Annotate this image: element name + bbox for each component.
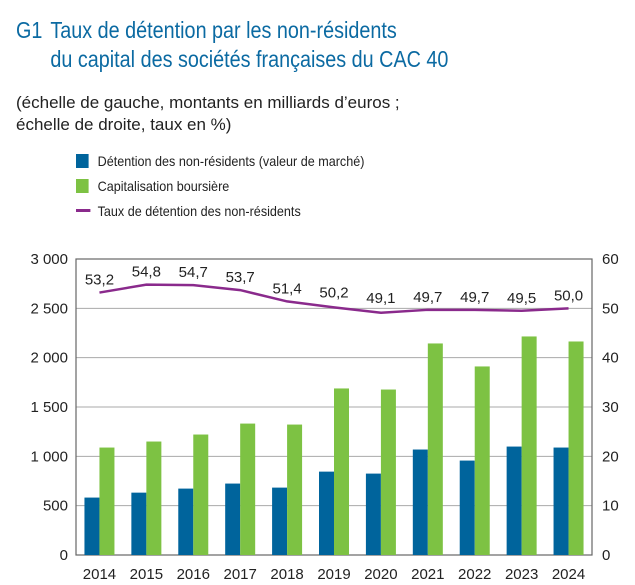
x-tick-label: 2021 — [411, 566, 444, 583]
bar-capitalisation — [240, 423, 256, 555]
bar-capitalisation — [427, 343, 443, 555]
bar-detention — [84, 497, 100, 555]
line-data-label: 50,0 — [554, 287, 583, 304]
x-tick-label: 2018 — [270, 566, 303, 583]
y-left-tick-label: 3 000 — [30, 251, 68, 268]
line-data-label: 49,1 — [366, 290, 395, 307]
line-data-label: 49,7 — [413, 289, 442, 306]
bar-capitalisation — [380, 389, 396, 555]
bar-capitalisation — [334, 388, 349, 555]
bar-detention — [506, 446, 522, 555]
chart-title: G1 Taux de détention par les non-résident… — [16, 16, 448, 74]
y-left-tick-label: 1 000 — [30, 448, 68, 465]
legend-item-green: Capitalisation boursière — [76, 173, 364, 198]
legend-swatch — [76, 209, 91, 212]
bar-detention — [412, 449, 428, 555]
x-tick-label: 2024 — [552, 566, 585, 583]
y-left-tick-label: 1 500 — [30, 399, 68, 416]
bar-capitalisation — [287, 424, 303, 555]
line-data-label: 53,2 — [85, 272, 114, 289]
legend-item-line: Taux de détention des non-résidents — [76, 198, 364, 223]
line-data-label: 50,2 — [319, 284, 348, 301]
legend-label: Capitalisation boursière — [97, 177, 230, 194]
line-data-label: 49,5 — [507, 290, 536, 307]
x-tick-label: 2016 — [177, 566, 210, 583]
legend-swatch — [76, 153, 89, 168]
y-right-tick-label: 40 — [602, 350, 619, 367]
x-tick-label: 2014 — [83, 566, 116, 583]
x-tick-label: 2022 — [458, 566, 491, 583]
bar-detention — [553, 447, 569, 555]
bar-capitalisation — [99, 447, 115, 555]
bar-detention — [319, 471, 334, 555]
x-tick-label: 2020 — [364, 566, 397, 583]
line-data-label: 49,7 — [460, 289, 489, 306]
y-right-tick-label: 30 — [602, 399, 619, 416]
bar-detention — [459, 460, 475, 555]
bar-detention — [178, 488, 194, 555]
x-tick-label: 2023 — [505, 566, 538, 583]
x-tick-label: 2019 — [317, 566, 350, 583]
legend-swatch — [76, 178, 89, 193]
y-left-tick-label: 2 500 — [30, 300, 68, 317]
y-right-tick-label: 10 — [602, 498, 619, 515]
bar-detention — [365, 473, 381, 555]
x-tick-label: 2017 — [223, 566, 256, 583]
subtitle-line1: (échelle de gauche, montants en milliard… — [16, 93, 400, 112]
bar-detention — [131, 492, 147, 555]
bar-detention — [272, 487, 288, 555]
legend-label: Taux de détention des non-résidents — [97, 202, 301, 219]
y-left-tick-label: 2 000 — [30, 350, 68, 367]
line-data-label: 51,4 — [272, 280, 301, 297]
y-right-tick-label: 60 — [602, 251, 619, 268]
bar-capitalisation — [474, 366, 490, 555]
line-data-label: 53,7 — [226, 269, 255, 286]
y-left-tick-label: 0 — [60, 547, 68, 564]
y-left-tick-label: 500 — [43, 498, 68, 515]
bar-capitalisation — [521, 336, 537, 555]
x-tick-label: 2015 — [130, 566, 163, 583]
legend: Détention des non-résidents (valeur de m… — [76, 148, 364, 223]
line-data-label: 54,8 — [132, 264, 161, 281]
title-line1: Taux de détention par les non-résidents — [50, 17, 397, 43]
bar-detention — [225, 483, 241, 555]
title-line2: du capital des sociétés françaises du CA… — [50, 46, 449, 72]
legend-item-blue: Détention des non-résidents (valeur de m… — [76, 148, 364, 173]
line-data-label: 54,7 — [179, 264, 208, 281]
y-right-tick-label: 20 — [602, 448, 619, 465]
y-right-tick-label: 50 — [602, 300, 619, 317]
bar-capitalisation — [193, 434, 209, 555]
bar-capitalisation — [568, 341, 584, 555]
subtitle-line2: échelle de droite, taux en %) — [16, 115, 232, 134]
chart-subtitle: (échelle de gauche, montants en milliard… — [16, 92, 400, 136]
bar-capitalisation — [146, 441, 162, 555]
legend-label: Détention des non-résidents (valeur de m… — [97, 152, 365, 169]
chart-number: G1 — [16, 17, 43, 43]
y-right-tick-label: 0 — [602, 547, 610, 564]
